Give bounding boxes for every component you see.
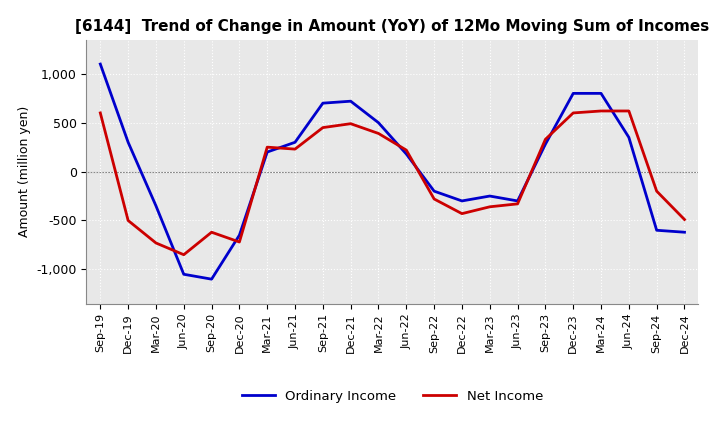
Net Income [291,147,300,152]
Ordinary Income [569,91,577,96]
Y-axis label: Amount (million yen): Amount (million yen) [18,106,31,237]
Ordinary Income [263,150,271,155]
Ordinary Income [207,276,216,282]
Net Income [652,188,661,194]
Net Income [346,121,355,126]
Net Income [569,110,577,116]
Net Income [458,211,467,216]
Ordinary Income [346,99,355,104]
Net Income [624,108,633,114]
Net Income [374,131,383,136]
Legend: Ordinary Income, Net Income: Ordinary Income, Net Income [237,384,548,408]
Ordinary Income [597,91,606,96]
Ordinary Income [96,62,104,67]
Ordinary Income [680,230,689,235]
Ordinary Income [485,194,494,199]
Net Income [263,144,271,150]
Net Income [96,110,104,116]
Ordinary Income [430,188,438,194]
Ordinary Income [374,120,383,125]
Ordinary Income [513,198,522,204]
Net Income [179,252,188,257]
Net Income [680,217,689,222]
Net Income [430,196,438,202]
Net Income [485,204,494,209]
Net Income [318,125,327,130]
Net Income [152,240,161,246]
Ordinary Income [291,139,300,145]
Net Income [513,201,522,206]
Ordinary Income [652,227,661,233]
Ordinary Income [624,135,633,140]
Net Income [597,108,606,114]
Title: [6144]  Trend of Change in Amount (YoY) of 12Mo Moving Sum of Incomes: [6144] Trend of Change in Amount (YoY) o… [76,19,709,34]
Net Income [402,147,410,153]
Line: Net Income: Net Income [100,111,685,255]
Ordinary Income [124,139,132,145]
Line: Ordinary Income: Ordinary Income [100,64,685,279]
Ordinary Income [541,142,550,147]
Net Income [541,137,550,142]
Ordinary Income [235,232,243,238]
Net Income [207,230,216,235]
Ordinary Income [152,203,161,209]
Net Income [124,218,132,223]
Ordinary Income [179,271,188,277]
Ordinary Income [458,198,467,204]
Ordinary Income [402,151,410,157]
Net Income [235,239,243,245]
Ordinary Income [318,100,327,106]
